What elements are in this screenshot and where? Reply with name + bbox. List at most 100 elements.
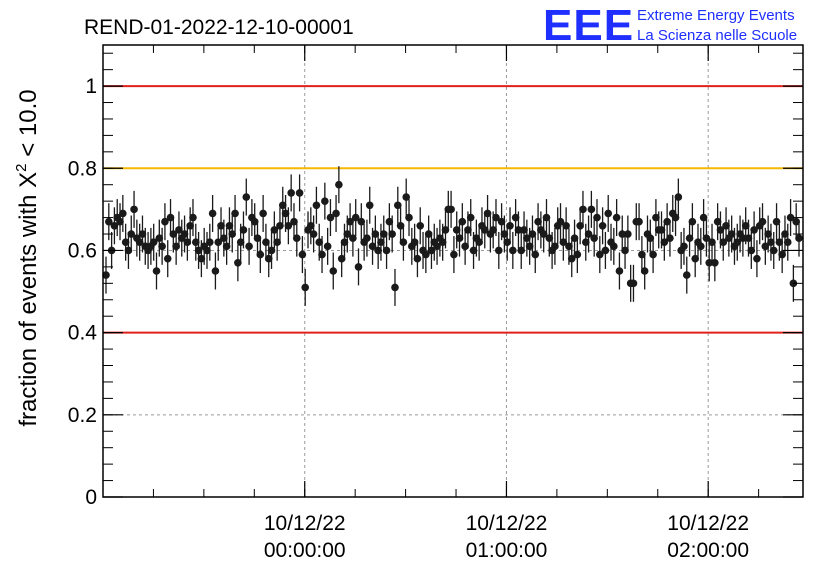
data-point [301,283,310,292]
data-point [716,226,725,234]
data-point [741,222,750,230]
y-tick-label: 0 [85,486,97,509]
data-point [346,217,354,226]
data-point [500,230,509,238]
data-point [377,238,385,247]
data-point [551,242,559,251]
data-point [480,226,489,234]
data-point [262,238,270,247]
data-point [292,234,301,242]
data-point [332,209,340,218]
x-axis: 10/12/22 00:00:00 10/12/22 01:00:00 10/12/22… [102,45,760,562]
data-point [778,250,786,259]
data-point [483,209,492,218]
data-point [455,234,464,242]
x-tick-date: 10/12/22 [466,512,548,535]
data-point [666,234,674,242]
data-point [747,246,756,255]
data-point [722,222,730,230]
data-point [452,226,461,234]
y-tick-label: 0.4 [68,322,98,345]
data-point [469,246,478,255]
data-point [514,226,523,234]
data-point [559,238,568,247]
data-point [197,254,206,263]
data-point [727,230,736,238]
data-point [267,246,276,255]
data-point [739,234,747,242]
data-point [318,250,326,259]
data-point [396,222,405,230]
data-point [127,230,136,238]
data-point [161,217,169,226]
data-point [649,250,657,259]
data-point [256,250,265,259]
grid-lines [103,45,803,497]
data-point [242,193,251,201]
data-point [764,230,772,238]
data-point [618,230,627,238]
data-point [349,234,357,242]
data-point [657,226,666,234]
data-point [211,267,220,275]
data-point [795,234,803,242]
data-point [295,189,304,197]
data-point [208,209,217,218]
data-point [523,234,531,242]
data-point [405,213,413,222]
data-point [234,258,242,267]
data-point [119,209,127,218]
data-point [705,258,714,267]
data-point [191,238,200,247]
data-point [595,250,604,259]
data-point [509,246,517,255]
y-tick-label: 1 [85,75,97,98]
data-point [719,238,728,247]
data-point [315,238,324,247]
data-point [365,201,374,210]
data-point [573,250,582,259]
data-point [590,234,598,242]
data-point [438,238,447,247]
data-point [172,242,180,251]
data-point [593,213,601,222]
data-point [231,209,239,218]
data-point [753,254,761,263]
data-point [121,238,130,247]
data-point [640,267,649,275]
data-point [343,230,352,238]
data-point [337,254,346,263]
data-point [135,238,144,247]
data-point [744,234,753,242]
data-point [152,267,161,275]
data-point [685,234,694,242]
data-point [102,271,110,279]
data-point [475,238,483,247]
data-point [194,246,203,255]
x-tick-time: 02:00:00 [667,539,749,562]
data-point [402,193,411,201]
data-point [228,230,237,238]
data-point [374,246,382,255]
data-point [116,217,124,226]
data-point [783,238,792,247]
reference-lines [103,85,803,334]
data-point [671,213,680,222]
data-point [660,238,669,247]
data-point [792,217,800,226]
data-point [203,246,211,255]
data-point [276,222,284,230]
data-point [441,226,450,234]
data-point [461,242,469,251]
data-point [708,238,716,247]
x-tick-time: 01:00:00 [466,539,548,562]
data-point [354,263,363,271]
data-point [539,230,548,238]
data-point [699,213,708,222]
data-point [186,222,194,230]
data-point [326,213,335,222]
data-point [624,230,632,238]
data-point [786,213,795,222]
data-point [175,226,183,234]
data-point [388,230,396,238]
